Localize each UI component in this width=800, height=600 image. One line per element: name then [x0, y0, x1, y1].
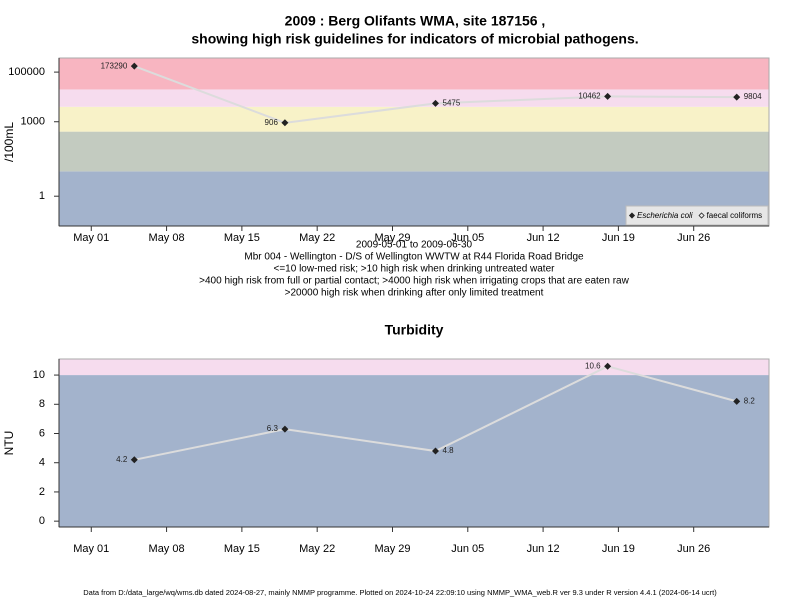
legend-label: Escherichia coli	[637, 211, 693, 220]
risk-band	[59, 131, 769, 172]
y-tick-label: 8	[39, 398, 45, 410]
data-point	[281, 119, 289, 127]
data-point	[733, 93, 741, 101]
value-label: 4.2	[116, 455, 128, 464]
risk-band	[59, 375, 769, 527]
x-tick-label: Jun 19	[602, 232, 635, 244]
chart-title: showing high risk guidelines for indicat…	[191, 31, 638, 47]
risk-band	[59, 89, 769, 107]
legend-marker	[628, 212, 636, 219]
note: >400 high risk from full or partial cont…	[199, 276, 629, 287]
risk-band	[59, 359, 769, 376]
x-tick-label: Jun 19	[602, 543, 635, 555]
value-label: 8.2	[744, 396, 756, 405]
x-tick-label: Jun 26	[677, 543, 710, 555]
y-tick-label: 1000	[21, 116, 45, 128]
note: 2009-05-01 to 2009-06-30	[356, 240, 473, 251]
legend-marker	[698, 212, 705, 219]
note: >20000 high risk when drinking after onl…	[285, 288, 544, 299]
y-axis-label: NTU	[2, 431, 16, 456]
x-tick-label: May 22	[299, 543, 335, 555]
y-tick-label: 100000	[8, 66, 45, 78]
footer: Data from D:/data_large/wq/wms.db dated …	[83, 588, 717, 597]
value-label: 906	[265, 118, 279, 127]
x-tick-label: May 01	[73, 232, 109, 244]
data-point	[432, 99, 440, 107]
note: Mbr 004 - Wellington - D/S of Wellington…	[244, 252, 584, 263]
legend-label: faecal coliforms	[707, 211, 763, 220]
y-tick-label: 4	[39, 457, 45, 469]
x-tick-label: May 29	[374, 232, 410, 244]
x-tick-label: May 29	[374, 543, 410, 555]
value-label: 6.3	[267, 424, 279, 433]
value-label: 10462	[578, 92, 601, 101]
y-axis-label: /100mL	[2, 122, 16, 162]
y-tick-label: 1	[39, 190, 45, 202]
x-tick-label: Jun 05	[451, 232, 484, 244]
data-point	[432, 447, 440, 455]
value-label: 4.8	[443, 446, 455, 455]
data-point	[130, 456, 138, 464]
x-tick-label: Jun 12	[527, 232, 560, 244]
y-tick-label: 2	[39, 486, 45, 498]
data-point	[733, 397, 741, 405]
chart-title: 2009 : Berg Olifants WMA, site 187156 ,	[285, 13, 546, 29]
x-tick-label: Jun 12	[527, 543, 560, 555]
legend-box	[625, 205, 769, 226]
y-tick-label: 6	[39, 427, 45, 439]
chart-title: Turbidity	[385, 322, 444, 338]
x-tick-label: May 01	[73, 543, 109, 555]
x-tick-label: May 08	[149, 232, 185, 244]
data-point	[604, 362, 612, 370]
note: <=10 low-med risk; >10 high risk when dr…	[274, 264, 556, 275]
value-label: 5475	[443, 99, 461, 108]
risk-band	[59, 58, 769, 90]
risk-band	[59, 106, 769, 132]
x-tick-label: May 22	[299, 232, 335, 244]
x-tick-label: May 15	[224, 543, 260, 555]
value-label: 9804	[744, 92, 762, 101]
value-label: 173290	[101, 61, 128, 70]
data-point	[281, 425, 289, 433]
x-tick-label: Jun 05	[451, 543, 484, 555]
data-point	[130, 62, 138, 70]
x-tick-label: May 15	[224, 232, 260, 244]
value-label: 10.6	[585, 361, 601, 370]
y-tick-label: 0	[39, 515, 45, 527]
x-tick-label: May 08	[149, 543, 185, 555]
x-tick-label: Jun 26	[677, 232, 710, 244]
data-point	[604, 92, 612, 100]
y-tick-label: 10	[33, 369, 45, 381]
